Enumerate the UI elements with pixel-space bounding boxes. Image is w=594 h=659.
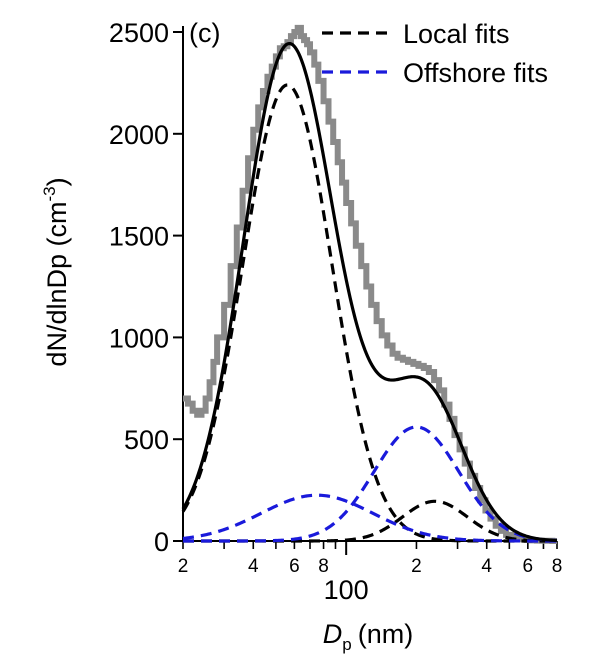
y-axis-title-exponent: -3 xyxy=(40,186,59,201)
offshore-mode-2-line xyxy=(183,425,558,543)
y-tick-label: 2000 xyxy=(109,120,169,150)
x-axis-title-unit: (nm) xyxy=(358,619,414,649)
y-tick-label: 1500 xyxy=(109,222,169,252)
legend-label-local: Local fits xyxy=(403,19,510,49)
y-tick-label: 0 xyxy=(154,527,169,557)
legend: Local fits Offshore fits xyxy=(322,19,548,88)
x-tick-label: 4 xyxy=(248,556,259,577)
x-tick-label: 8 xyxy=(552,556,563,577)
y-tick-label: 500 xyxy=(124,425,169,455)
x-tick-label: 4 xyxy=(481,556,492,577)
panel-label: (c) xyxy=(189,18,220,48)
y-tick-label: 1000 xyxy=(109,323,169,353)
total-fit-line xyxy=(181,41,558,543)
y-axis-title: dN/dlnDp (cm-3) xyxy=(40,177,72,366)
x-axis-title-subscript: p xyxy=(342,635,351,654)
offshore-mode-1-line xyxy=(182,493,557,543)
legend-label-offshore: Offshore fits xyxy=(403,58,548,88)
y-axis-title-main: dN/dlnDp (cm xyxy=(42,202,72,367)
y-axis: 0 500 1000 1500 2000 2500 xyxy=(109,18,184,557)
y-axis-title-close: ) xyxy=(42,177,72,186)
x-major-tick-label: 100 xyxy=(324,575,369,605)
x-tick-label: 6 xyxy=(289,556,300,577)
x-tick-label: 8 xyxy=(318,556,329,577)
x-tick-label: 2 xyxy=(411,556,422,577)
x-tick-label: 6 xyxy=(523,556,534,577)
plot-series xyxy=(181,24,558,544)
x-tick-label: 2 xyxy=(178,556,189,577)
x-axis-title: Dp (nm) xyxy=(323,619,413,654)
local-mode-1-line xyxy=(181,83,557,543)
x-axis-title-main: D xyxy=(323,619,343,649)
y-tick-label: 2500 xyxy=(109,18,169,48)
